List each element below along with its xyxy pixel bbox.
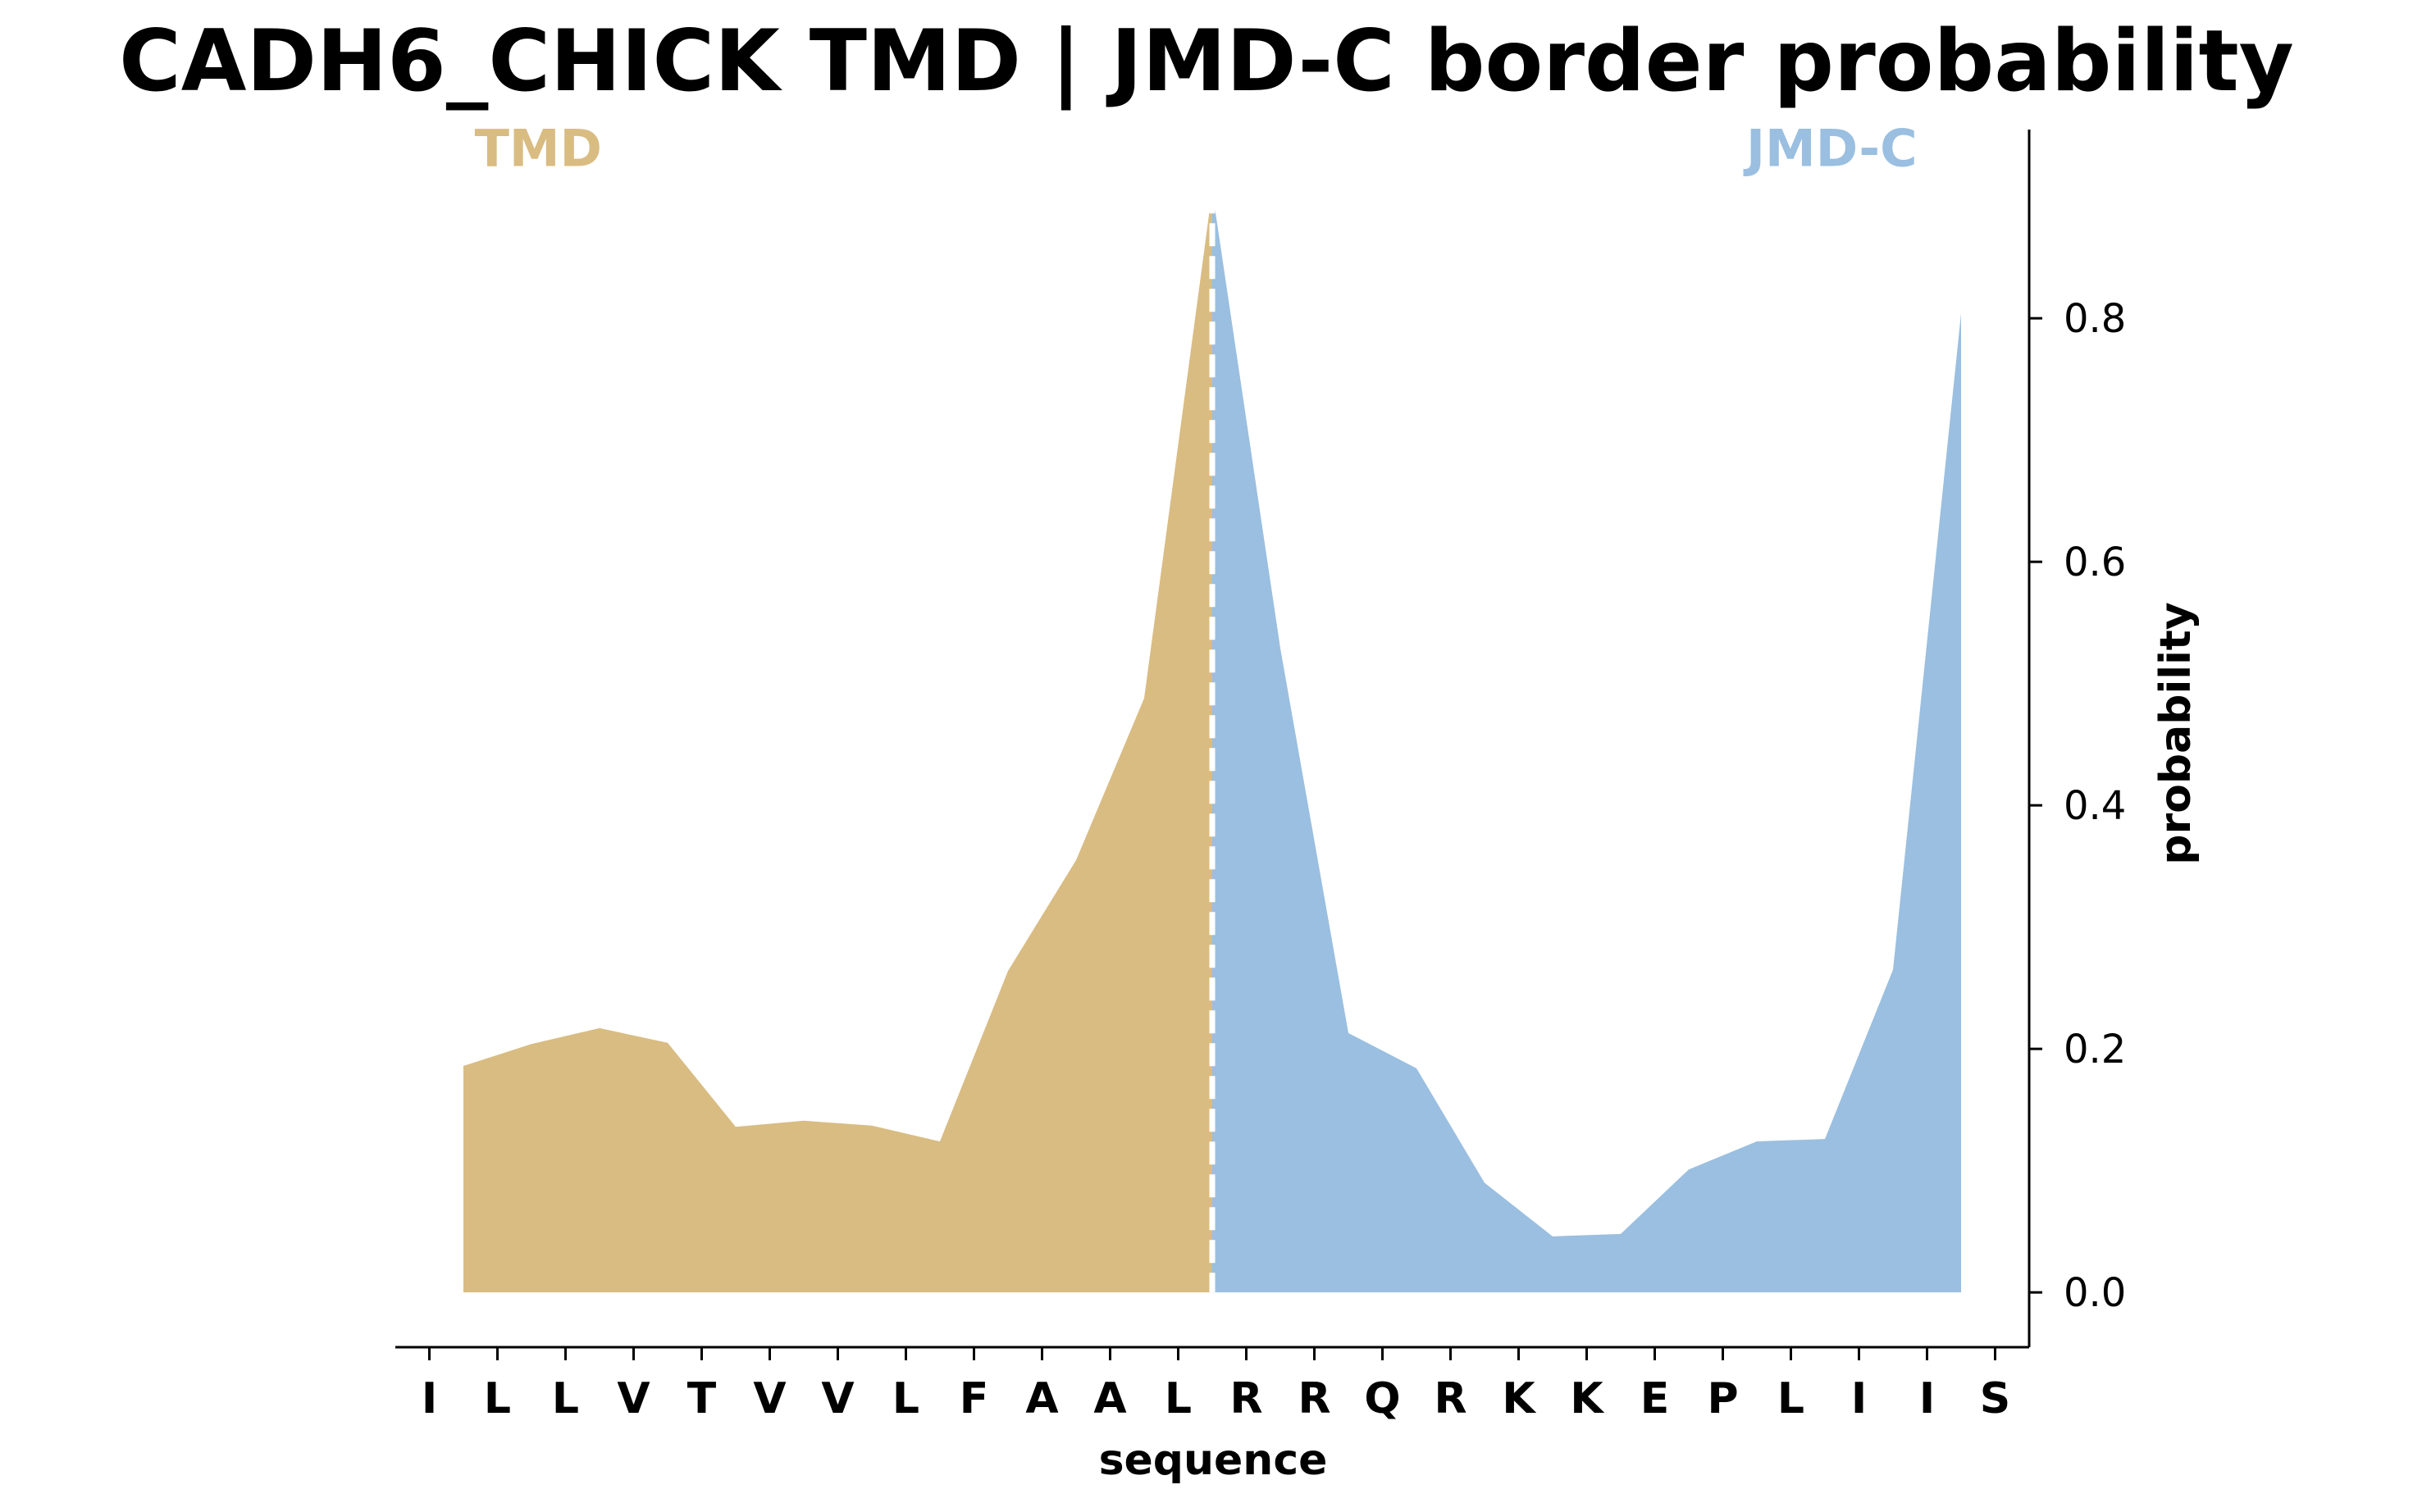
- x-tick-label: P: [1707, 1374, 1738, 1423]
- region-label-jmd-c: JMD-C: [1743, 119, 1918, 179]
- x-tick-label: R: [1434, 1374, 1467, 1423]
- y-axis-label: probability: [2151, 602, 2201, 864]
- y-tick-label: 0.8: [2064, 296, 2126, 342]
- x-tick-label: L: [1777, 1374, 1804, 1423]
- x-tick-label: Q: [1364, 1374, 1400, 1423]
- x-tick-label: I: [422, 1374, 437, 1423]
- x-tick-label: E: [1640, 1374, 1670, 1423]
- x-tick-label: V: [753, 1374, 786, 1423]
- x-tick-label: F: [960, 1374, 989, 1423]
- x-tick-label: L: [892, 1374, 919, 1423]
- y-tick-label: 0.0: [2064, 1270, 2126, 1316]
- y-tick-label: 0.2: [2064, 1027, 2126, 1073]
- x-tick-label: K: [1502, 1374, 1536, 1423]
- plot-areas: [463, 190, 1961, 1293]
- x-tick-label: A: [1093, 1374, 1126, 1423]
- x-tick-label: R: [1298, 1374, 1330, 1423]
- area-jmd-c: [1212, 190, 1961, 1293]
- x-tick-label: S: [1980, 1374, 2010, 1423]
- y-tick-label: 0.6: [2064, 540, 2126, 585]
- chart-title: CADH6_CHICK TMD | JMD-C border probabili…: [119, 12, 2294, 111]
- x-tick-label: T: [687, 1374, 717, 1423]
- region-label-tmd: TMD: [475, 119, 602, 179]
- x-tick-label: R: [1229, 1374, 1262, 1423]
- x-tick-label: I: [1919, 1374, 1935, 1423]
- x-tick-label: K: [1570, 1374, 1604, 1423]
- x-tick-label: L: [1165, 1374, 1192, 1423]
- x-tick-label: V: [821, 1374, 854, 1423]
- y-ticks: 0.0 0.2 0.4 0.6 0.8: [2029, 296, 2126, 1316]
- x-axis-label: sequence: [1099, 1436, 1328, 1485]
- x-tick-label: V: [617, 1374, 650, 1423]
- x-tick-label: L: [552, 1374, 579, 1423]
- y-tick-label: 0.4: [2064, 783, 2126, 829]
- area-tmd: [463, 190, 1212, 1293]
- x-tick-label: I: [1851, 1374, 1867, 1423]
- x-tick-label: A: [1025, 1374, 1058, 1423]
- x-tick-label: L: [484, 1374, 511, 1423]
